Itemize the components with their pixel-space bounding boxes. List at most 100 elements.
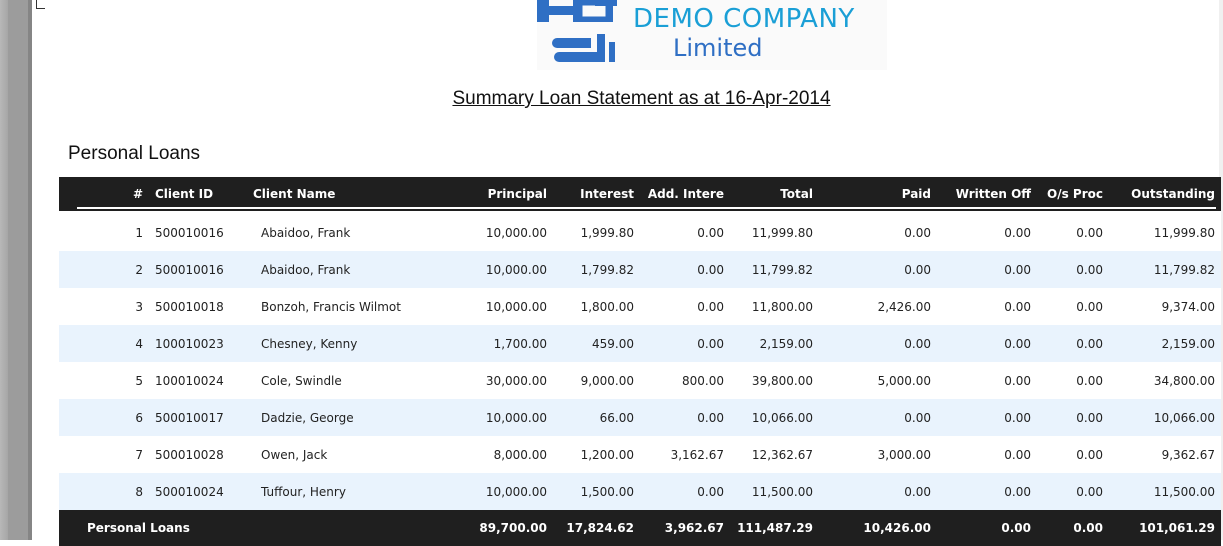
logo-company-suffix: Limited <box>673 34 763 62</box>
cell-client-id: 100010024 <box>149 362 247 399</box>
cell-principal: 30,000.00 <box>465 362 553 399</box>
cell-os-proc: 0.00 <box>1037 362 1109 399</box>
cell-principal: 10,000.00 <box>465 399 553 436</box>
cell-client-id: 500010017 <box>149 399 247 436</box>
cell-principal: 10,000.00 <box>465 212 553 251</box>
cell-written-off: 0.00 <box>937 473 1037 510</box>
table-row: 6 500010017 Dadzie, George 10,000.00 66.00 0.… <box>59 399 1221 436</box>
cell-written-off: 0.00 <box>937 362 1037 399</box>
cell-written-off: 0.00 <box>937 399 1037 436</box>
viewer-left-edge <box>28 0 32 540</box>
cell-principal: 1,700.00 <box>465 325 553 362</box>
cell-total: 11,799.82 <box>730 251 819 288</box>
cell-client-name: Chesney, Kenny <box>247 325 465 362</box>
cell-num: 6 <box>59 399 149 436</box>
footer-os-proc: 0.00 <box>1037 510 1109 546</box>
cell-add-interest: 0.00 <box>640 473 730 510</box>
cell-total: 11,999.80 <box>730 212 819 251</box>
cell-interest: 1,999.80 <box>553 212 640 251</box>
cell-outstanding: 10,066.00 <box>1109 399 1221 436</box>
table-row: 7 500010028 Owen, Jack 8,000.00 1,200.00 3,16… <box>59 436 1221 473</box>
cell-written-off: 0.00 <box>937 251 1037 288</box>
cell-principal: 10,000.00 <box>465 251 553 288</box>
cell-os-proc: 0.00 <box>1037 251 1109 288</box>
loan-summary-table: # Client ID Client Name Principal Intere… <box>59 177 1221 546</box>
cell-principal: 10,000.00 <box>465 288 553 325</box>
cell-outstanding: 11,999.80 <box>1109 212 1221 251</box>
cell-client-name: Cole, Swindle <box>247 362 465 399</box>
footer-label: Personal Loans <box>59 510 465 546</box>
table-footer-row: Personal Loans 89,700.00 17,824.62 3,962… <box>59 510 1221 546</box>
footer-add-interest: 3,962.67 <box>640 510 730 546</box>
cell-client-id: 500010028 <box>149 436 247 473</box>
cell-os-proc: 0.00 <box>1037 436 1109 473</box>
viewer-left-ribbon <box>0 0 8 540</box>
col-header-written-off: Written Off <box>937 177 1037 214</box>
cell-paid: 3,000.00 <box>819 436 937 473</box>
cell-client-name: Bonzoh, Francis Wilmot <box>247 288 465 325</box>
cell-client-name: Tuffour, Henry <box>247 473 465 510</box>
footer-total: 111,487.29 <box>730 510 819 546</box>
cell-paid: 0.00 <box>819 251 937 288</box>
cell-add-interest: 0.00 <box>640 251 730 288</box>
table-row: 8 500010024 Tuffour, Henry 10,000.00 1,500.0… <box>59 473 1221 510</box>
footer-outstanding: 101,061.29 <box>1109 510 1221 546</box>
viewer-left-panel <box>0 0 33 540</box>
cell-add-interest: 0.00 <box>640 288 730 325</box>
cell-paid: 5,000.00 <box>819 362 937 399</box>
cell-outstanding: 9,374.00 <box>1109 288 1221 325</box>
cell-total: 12,362.67 <box>730 436 819 473</box>
cell-total: 11,500.00 <box>730 473 819 510</box>
footer-paid: 10,426.00 <box>819 510 937 546</box>
cell-principal: 10,000.00 <box>465 473 553 510</box>
cell-client-name: Dadzie, George <box>247 399 465 436</box>
header-underline <box>77 207 1216 209</box>
cell-total: 2,159.00 <box>730 325 819 362</box>
cell-interest: 66.00 <box>553 399 640 436</box>
cell-num: 3 <box>59 288 149 325</box>
cell-num: 2 <box>59 251 149 288</box>
cell-client-id: 500010016 <box>149 212 247 251</box>
cell-outstanding: 11,799.82 <box>1109 251 1221 288</box>
cell-num: 7 <box>59 436 149 473</box>
cell-paid: 0.00 <box>819 325 937 362</box>
cell-num: 5 <box>59 362 149 399</box>
cell-add-interest: 800.00 <box>640 362 730 399</box>
cell-client-name: Abaidoo, Frank <box>247 212 465 251</box>
cell-written-off: 0.00 <box>937 288 1037 325</box>
cell-num: 8 <box>59 473 149 510</box>
cell-paid: 0.00 <box>819 473 937 510</box>
cell-client-name: Abaidoo, Frank <box>247 251 465 288</box>
cell-interest: 459.00 <box>553 325 640 362</box>
cell-written-off: 0.00 <box>937 436 1037 473</box>
table-row: 4 100010023 Chesney, Kenny 1,700.00 459.00 0.… <box>59 325 1221 362</box>
cell-paid: 2,426.00 <box>819 288 937 325</box>
footer-written-off: 0.00 <box>937 510 1037 546</box>
cell-os-proc: 0.00 <box>1037 399 1109 436</box>
cell-principal: 8,000.00 <box>465 436 553 473</box>
report-title: Summary Loan Statement as at 16-Apr-2014 <box>452 88 831 109</box>
footer-principal: 89,700.00 <box>465 510 553 546</box>
cell-os-proc: 0.00 <box>1037 325 1109 362</box>
page-corner-mark <box>36 0 45 9</box>
cell-interest: 9,000.00 <box>553 362 640 399</box>
cell-written-off: 0.00 <box>937 212 1037 251</box>
cell-add-interest: 0.00 <box>640 399 730 436</box>
page-right-edge <box>1219 0 1223 540</box>
cell-os-proc: 0.00 <box>1037 288 1109 325</box>
cell-client-id: 500010016 <box>149 251 247 288</box>
cell-interest: 1,800.00 <box>553 288 640 325</box>
cell-os-proc: 0.00 <box>1037 473 1109 510</box>
cell-os-proc: 0.00 <box>1037 212 1109 251</box>
cell-interest: 1,799.82 <box>553 251 640 288</box>
cell-interest: 1,500.00 <box>553 473 640 510</box>
section-title: Personal Loans <box>68 143 201 164</box>
cell-written-off: 0.00 <box>937 325 1037 362</box>
cell-total: 10,066.00 <box>730 399 819 436</box>
logo-hands-icon <box>537 0 617 62</box>
cell-add-interest: 0.00 <box>640 212 730 251</box>
logo-company-name: DEMO COMPANY <box>633 4 855 34</box>
cell-outstanding: 2,159.00 <box>1109 325 1221 362</box>
cell-outstanding: 11,500.00 <box>1109 473 1221 510</box>
cell-add-interest: 3,162.67 <box>640 436 730 473</box>
